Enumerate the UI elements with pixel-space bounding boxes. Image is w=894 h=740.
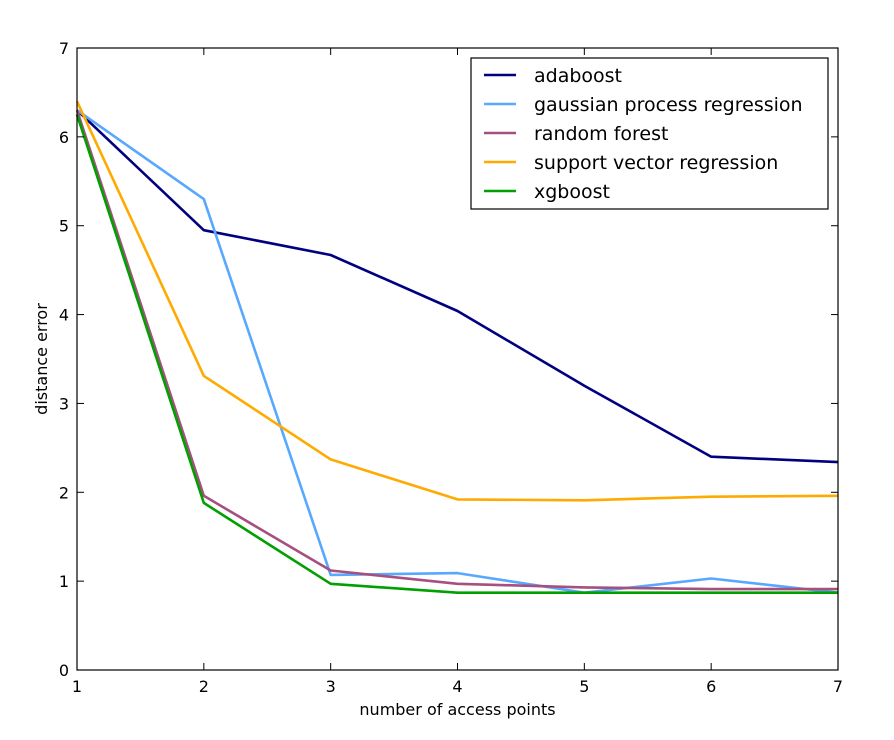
series-layer (75, 100, 839, 595)
y-tick-label: 1 (59, 572, 69, 591)
x-tick-label: 2 (199, 677, 209, 696)
x-tick-label: 7 (833, 677, 843, 696)
series-line-support-vector-regression (75, 100, 839, 502)
legend-box (470, 57, 829, 210)
y-tick-label: 6 (59, 128, 69, 147)
series-line-random-forest (75, 109, 838, 591)
series-line-xgboost (75, 114, 838, 595)
x-tick-label: 5 (579, 677, 589, 696)
legend-label: adaboost (534, 65, 622, 87)
y-axis-label: distance error (32, 303, 51, 415)
x-tick-label: 3 (326, 677, 336, 696)
y-tick-label: 0 (59, 661, 69, 680)
x-axis-label: number of access points (359, 700, 555, 719)
y-tick-label: 7 (59, 39, 69, 58)
y-tick-label: 5 (59, 217, 69, 236)
series-line-adaboost (76, 109, 839, 464)
y-tick-label: 4 (59, 306, 69, 325)
x-tick-label: 6 (706, 677, 716, 696)
y-tick-label: 3 (59, 394, 69, 413)
y-tick-label: 2 (59, 483, 69, 502)
legend-label: gaussian process regression (534, 94, 803, 116)
legend-label: xgboost (534, 181, 610, 203)
legend: adaboost gaussian process regression rando… (470, 57, 829, 210)
x-tick-label: 4 (452, 677, 462, 696)
series-line-gaussian-process-regression (76, 109, 839, 595)
legend-label: support vector regression (534, 152, 778, 174)
x-tick-label: 1 (72, 677, 82, 696)
legend-label: random forest (534, 123, 668, 145)
